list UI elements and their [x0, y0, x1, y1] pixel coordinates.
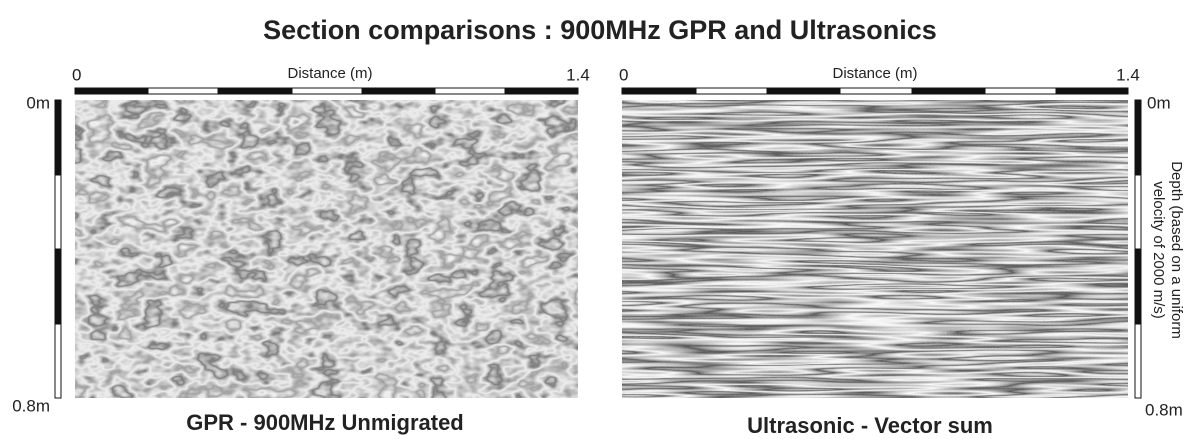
x-end-label: 1.4: [1116, 65, 1140, 84]
y-start-label: 0m: [1147, 93, 1171, 112]
scale-bar: [621, 87, 1142, 399]
y-axis-label-line: Depth (based on a uniform: [1168, 161, 1185, 339]
y-axis-label-line: velocity of 2000 m/s): [1150, 181, 1167, 319]
x-start-label: 0: [72, 65, 81, 84]
y-end-label: 0.8m: [12, 396, 50, 415]
x-axis-label: Distance (m): [287, 65, 372, 82]
scale-bar: [54, 87, 579, 399]
y-end-label: 0.8m: [1145, 400, 1183, 419]
figure-title: Section comparisons : 900MHz GPR and Ult…: [263, 15, 937, 45]
gpr-section: [75, 100, 578, 398]
panel-caption: GPR - 900MHz Unmigrated: [186, 410, 464, 435]
ultrasonic-section: [622, 100, 1128, 398]
y-axis-label: Depth (based on a uniform velocity of 20…: [1150, 161, 1185, 339]
x-axis-label: Distance (m): [832, 65, 917, 82]
x-start-label: 0: [619, 65, 628, 84]
panel-caption: Ultrasonic - Vector sum: [747, 413, 993, 438]
y-start-label: 0m: [26, 93, 50, 112]
x-end-label: 1.4: [566, 65, 590, 84]
